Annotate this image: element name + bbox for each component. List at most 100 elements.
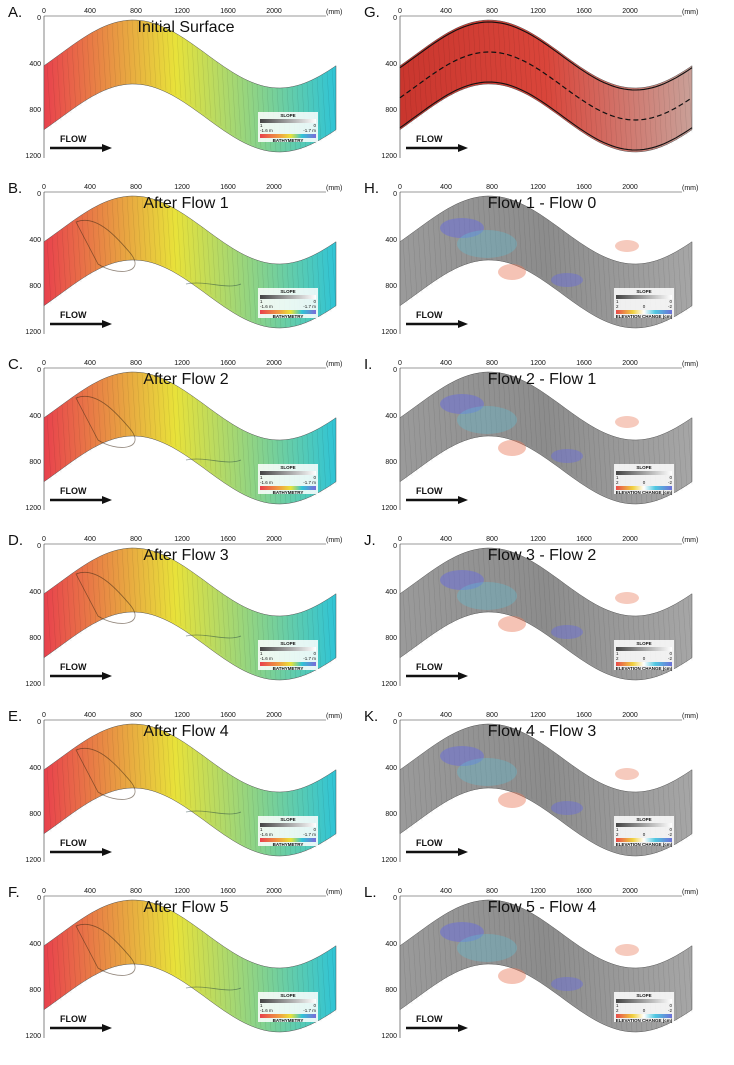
units-label: (mm) xyxy=(682,9,698,16)
y-tick-label: 0 xyxy=(393,719,397,726)
panel-letter: I. xyxy=(364,356,373,373)
y-ticks: 0 400 800 1200 xyxy=(25,367,41,512)
y-tick-label: 0 xyxy=(393,543,397,550)
legend-value: 1 xyxy=(260,1003,263,1008)
x-tick-label: 1600 xyxy=(576,888,592,895)
legend-change-label: ELEVATION CHANGE (cm) xyxy=(616,666,673,671)
y-tick-label: 800 xyxy=(385,987,397,994)
legend-value: 0 xyxy=(669,475,672,480)
y-tick-label: 1200 xyxy=(25,505,41,512)
elevation-change-patch xyxy=(615,768,639,780)
x-tick-label: 0 xyxy=(42,536,46,543)
flow-label: FLOW xyxy=(60,662,87,672)
figure-panel-e: E. 0 400 800 1200 1600 2000 0 400 800 1200 (mm) … xyxy=(8,708,348,880)
legend-value: -1.6 m xyxy=(260,480,273,485)
x-tick-label: 0 xyxy=(398,888,402,895)
legend-value: 0 xyxy=(643,304,646,309)
channel-surface xyxy=(399,19,693,153)
x-tick-label: 1200 xyxy=(174,360,190,367)
panel-title: Flow 5 - Flow 4 xyxy=(488,899,597,916)
x-tick-label: 1200 xyxy=(174,184,190,191)
figure-panel-k: K. 0 400 800 1200 1600 2000 0 400 800 1200 (mm) … xyxy=(364,708,704,880)
surface-features xyxy=(75,747,242,815)
flow-arrow: FLOW xyxy=(50,134,112,152)
y-tick-label: 800 xyxy=(385,283,397,290)
surface-features xyxy=(75,219,242,287)
slope-colorbar xyxy=(260,295,316,299)
y-ticks: 0 400 800 1200 xyxy=(25,15,41,160)
y-tick-label: 0 xyxy=(37,895,41,902)
panel-title: Flow 2 - Flow 1 xyxy=(488,371,597,388)
y-tick-label: 400 xyxy=(29,941,41,948)
panel-letter: E. xyxy=(8,708,23,725)
x-tick-label: 1600 xyxy=(576,184,592,191)
elevation-change-colorbar xyxy=(616,662,672,666)
legend-value: 0 xyxy=(643,1008,646,1013)
x-tick-label: 0 xyxy=(398,360,402,367)
legend-value: 0 xyxy=(313,123,316,128)
erosion-scarp xyxy=(75,395,136,448)
x-tick-label: 800 xyxy=(130,888,142,895)
x-tick-label: 0 xyxy=(42,184,46,191)
erosion-scarp xyxy=(75,571,136,624)
legend-value: 2 xyxy=(616,304,619,309)
y-tick-label: 800 xyxy=(29,107,41,114)
legend: SLOPE 1 0 -1.6 m -1.7 m BATHYMETRY xyxy=(258,288,318,319)
legend-value: 0 xyxy=(669,1003,672,1008)
x-tick-label: 2000 xyxy=(622,888,638,895)
x-ticks: 0 400 800 1200 1600 2000 xyxy=(398,8,638,15)
legend-value: 1 xyxy=(616,475,619,480)
channel-map: 0 400 800 1200 1600 2000 0 400 800 1200 (mm) Aft… xyxy=(25,536,342,688)
channel-map: 0 400 800 1200 1600 2000 0 400 800 1200 (mm) Aft… xyxy=(25,360,342,512)
elevation-change-patch xyxy=(551,273,583,287)
channel-map: 0 400 800 1200 1600 2000 0 400 800 1200 (mm) Aft… xyxy=(25,712,342,864)
x-tick-label: 400 xyxy=(440,360,452,367)
panel-title: After Flow 5 xyxy=(143,899,228,916)
legend-change-label: ELEVATION CHANGE (cm) xyxy=(616,842,673,847)
surface-features xyxy=(75,571,242,639)
elevation-change-patch xyxy=(498,264,526,280)
y-tick-label: 400 xyxy=(385,61,397,68)
erosion-scarp xyxy=(185,458,242,463)
legend: SLOPE 1 0 -1.6 m -1.7 m BATHYMETRY xyxy=(258,816,318,847)
x-tick-label: 800 xyxy=(486,712,498,719)
y-ticks: 0 400 800 1200 xyxy=(381,719,397,864)
channel-map: 0 400 800 1200 1600 2000 0 400 800 1200 (mm) Aft… xyxy=(25,184,342,336)
x-tick-label: 800 xyxy=(130,712,142,719)
y-tick-label: 1200 xyxy=(381,329,397,336)
x-tick-label: 400 xyxy=(440,8,452,15)
panel-title: Initial Surface xyxy=(138,19,235,36)
x-tick-label: 1200 xyxy=(530,8,546,15)
erosion-scarp xyxy=(185,282,242,287)
y-ticks: 0 400 800 1200 xyxy=(381,367,397,512)
y-ticks: 0 400 800 1200 xyxy=(381,895,397,1040)
figure-panel-c: C. 0 400 800 1200 1600 2000 0 400 800 1200 (mm) … xyxy=(8,356,348,528)
flow-arrow: FLOW xyxy=(50,310,112,328)
x-ticks: 0 400 800 1200 1600 2000 xyxy=(42,536,282,543)
flow-arrow: FLOW xyxy=(406,662,468,680)
elevation-change-patch xyxy=(551,801,583,815)
x-tick-label: 400 xyxy=(84,712,96,719)
surface-features xyxy=(440,218,639,287)
y-tick-label: 0 xyxy=(37,543,41,550)
x-tick-label: 1200 xyxy=(530,184,546,191)
panel-title: Flow 3 - Flow 2 xyxy=(488,547,597,564)
legend: SLOPE 1 0 -1.6 m -1.7 m BATHYMETRY xyxy=(258,640,318,671)
x-tick-label: 400 xyxy=(440,536,452,543)
legend-slope-label: SLOPE xyxy=(636,289,651,294)
y-tick-label: 400 xyxy=(29,765,41,772)
flow-arrow: FLOW xyxy=(406,838,468,856)
x-tick-label: 2000 xyxy=(266,536,282,543)
legend-value: 1 xyxy=(260,827,263,832)
x-tick-label: 0 xyxy=(398,184,402,191)
flow-label: FLOW xyxy=(60,1014,87,1024)
y-tick-label: 0 xyxy=(37,367,41,374)
x-ticks: 0 400 800 1200 1600 2000 xyxy=(42,360,282,367)
elevation-change-patch xyxy=(457,758,517,786)
centerline xyxy=(399,51,693,121)
y-tick-label: 400 xyxy=(385,413,397,420)
surface-features xyxy=(75,923,242,991)
y-tick-label: 0 xyxy=(37,15,41,22)
y-tick-label: 0 xyxy=(393,895,397,902)
